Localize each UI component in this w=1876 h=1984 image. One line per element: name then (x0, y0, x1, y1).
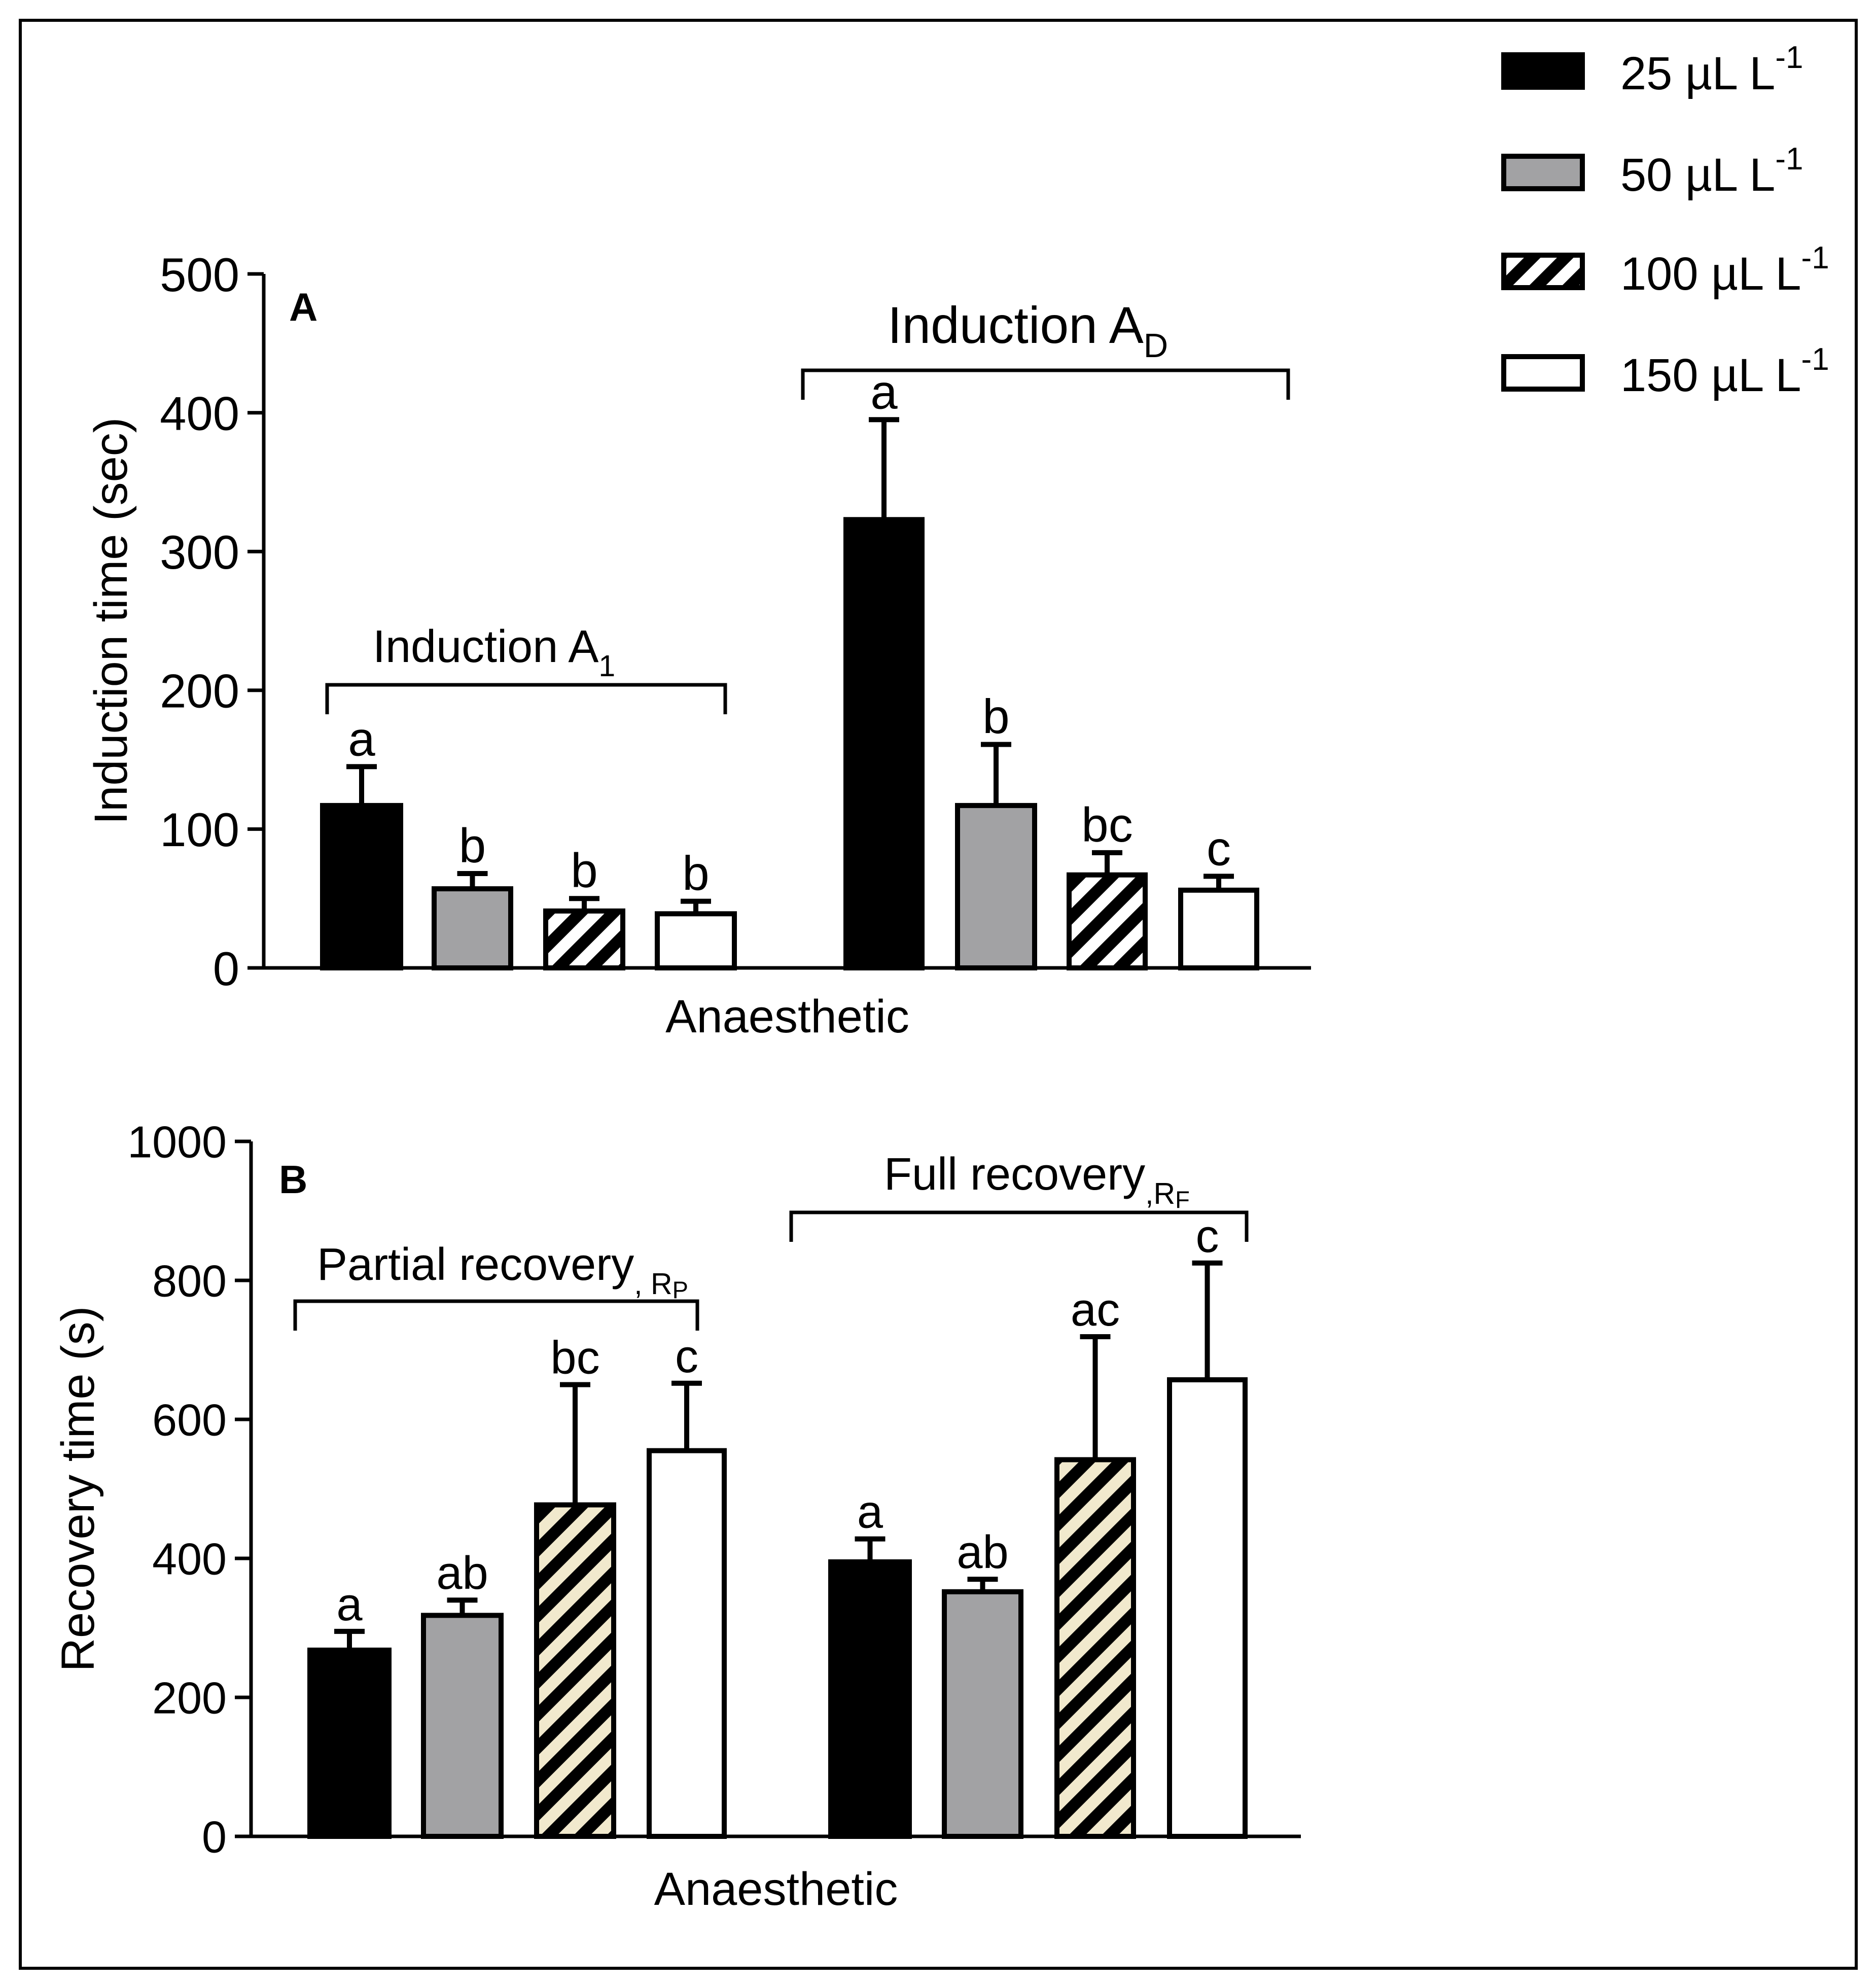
group-bracket (293, 1299, 699, 1331)
bar (655, 911, 737, 971)
y-tick-label: 400 (152, 1534, 227, 1584)
y-tick-label: 600 (152, 1395, 227, 1445)
bar (543, 908, 625, 970)
legend-swatch (1501, 354, 1585, 392)
significance-letter: ab (436, 1547, 488, 1599)
bar (1054, 1457, 1136, 1839)
legend-label: 100 µL L-1 (1620, 240, 1829, 300)
panel-label: B (279, 1157, 307, 1202)
significance-letter: b (982, 690, 1009, 744)
significance-letter: bc (550, 1332, 599, 1384)
significance-letter: a (348, 712, 375, 766)
x-axis-label: Anaesthetic (665, 991, 909, 1042)
significance-letter: c (675, 1331, 698, 1382)
legend-swatch (1501, 52, 1585, 90)
legend: 25 µL L-1 50 µL L-1 100 µL L-1 150 µL L-1 (1501, 40, 1829, 401)
y-tick-label: 0 (202, 1812, 227, 1862)
bar (432, 886, 513, 970)
bar (1167, 1377, 1248, 1839)
group-label: Induction A1 (373, 621, 615, 683)
bar (647, 1448, 727, 1839)
y-tick-label: 800 (152, 1256, 227, 1306)
bar (843, 517, 925, 970)
bar (1067, 872, 1148, 970)
bar (307, 1647, 392, 1839)
legend-label: 150 µL L-1 (1620, 342, 1829, 401)
y-tick-label: 400 (160, 387, 239, 440)
bar (1178, 887, 1259, 971)
y-tick-label: 200 (152, 1673, 227, 1723)
y-tick-label: 100 (160, 803, 239, 856)
legend-label: 25 µL L-1 (1620, 40, 1803, 99)
panel-b: 0 200 400 600 800 1000 Recovery time (s) Anaest… (52, 1117, 1301, 1915)
group-label: Partial recovery, RP (317, 1239, 688, 1303)
figure-border (19, 19, 1858, 1970)
significance-letter: b (682, 847, 709, 901)
significance-letter: ab (957, 1526, 1008, 1578)
bar (421, 1613, 504, 1839)
y-tick-label: 1000 (127, 1117, 227, 1167)
legend-label: 50 µL L-1 (1620, 142, 1803, 201)
y-tick-label: 300 (160, 526, 239, 579)
legend-swatch (1501, 253, 1585, 290)
group-label: Induction AD (888, 296, 1168, 365)
group-bracket (801, 368, 1290, 400)
significance-letter: c (1207, 821, 1231, 876)
significance-letter: b (459, 819, 486, 873)
y-tick-label: 200 (160, 665, 239, 718)
x-axis-label: Anaesthetic (654, 1863, 898, 1915)
significance-letter: bc (1081, 798, 1132, 852)
group-bracket (325, 683, 727, 714)
y-tick-label: 500 (160, 248, 239, 301)
significance-letter: a (857, 1486, 883, 1538)
bar (955, 803, 1037, 970)
y-axis-label: Recovery time (s) (52, 1306, 104, 1672)
bar (320, 803, 403, 970)
panel-label: A (289, 285, 317, 329)
significance-letter: a (870, 365, 898, 419)
bar (828, 1559, 912, 1839)
significance-letter: ac (1071, 1284, 1120, 1336)
bar (942, 1589, 1023, 1839)
y-tick-label: 0 (213, 942, 239, 995)
panel-a: 0 100 200 300 400 500 Induction time (sec) Anae… (85, 248, 1311, 1042)
group-bracket (789, 1210, 1249, 1242)
bar (534, 1502, 616, 1839)
significance-letter: c (1196, 1210, 1219, 1262)
y-axis-label: Induction time (sec) (85, 417, 137, 825)
group-label: Full recovery,RF (884, 1149, 1190, 1213)
significance-letter: b (571, 844, 597, 898)
significance-letter: a (336, 1579, 363, 1630)
legend-swatch (1501, 154, 1585, 191)
